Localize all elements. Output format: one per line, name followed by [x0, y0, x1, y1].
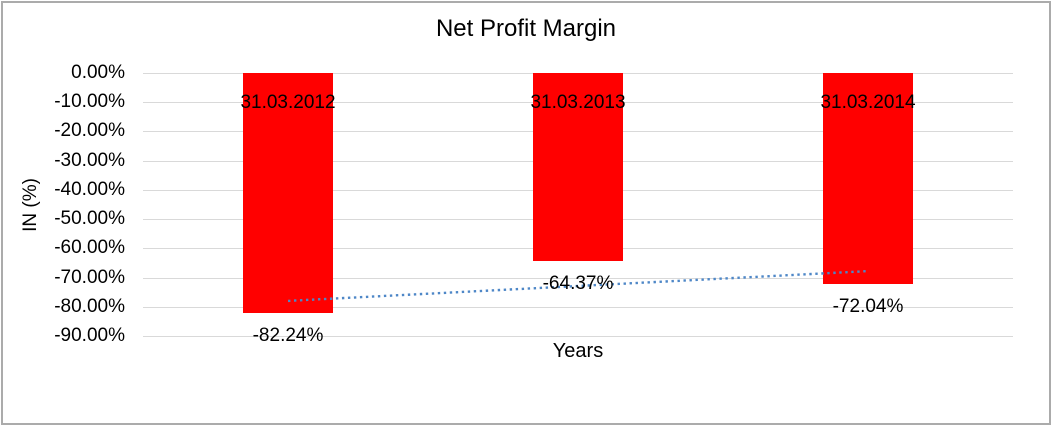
value-label: -64.37% [542, 273, 614, 295]
y-axis-tick-label: 0.00% [71, 62, 125, 83]
y-axis-tick-label: -40.00% [54, 178, 125, 200]
category-label: 31.03.2012 [240, 92, 336, 113]
category-label: 31.03.2014 [820, 92, 916, 113]
x-axis-title: Years [552, 340, 604, 362]
bar [243, 73, 333, 314]
y-axis-tick-label: -80.00% [54, 295, 125, 317]
bar [533, 73, 623, 262]
bar [823, 73, 913, 284]
value-label: -72.04% [832, 295, 904, 317]
gridline [143, 277, 1013, 279]
y-axis-tick-label: -30.00% [54, 149, 125, 171]
y-axis-tick-label: -20.00% [54, 120, 125, 142]
value-label: -82.24% [252, 325, 324, 347]
y-axis-tick-label: -10.00% [54, 91, 125, 113]
gridline [143, 306, 1013, 308]
y-axis-tick-label: -90.00% [54, 325, 125, 346]
gridline [143, 336, 1013, 337]
category-label: 31.03.2013 [530, 92, 626, 113]
y-axis-tick-label: -70.00% [54, 266, 125, 288]
y-axis-tick-label: -60.00% [54, 237, 125, 259]
chart-title: Net Profit Margin [435, 15, 617, 42]
y-axis-tick-label: -50.00% [54, 208, 125, 230]
